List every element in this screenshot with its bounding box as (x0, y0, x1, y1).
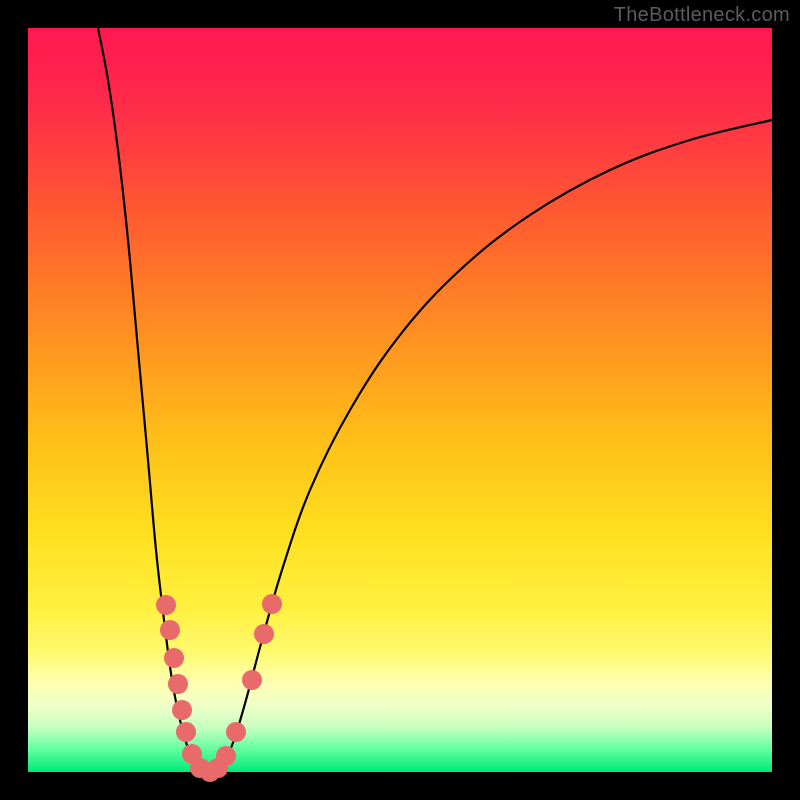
data-point (172, 700, 192, 720)
chart-container: TheBottleneck.com (0, 0, 800, 800)
data-point (160, 620, 180, 640)
bottleneck-chart (0, 0, 800, 800)
data-point (164, 648, 184, 668)
data-point (242, 670, 262, 690)
data-point (262, 594, 282, 614)
watermark-text: TheBottleneck.com (614, 4, 790, 27)
data-point (254, 624, 274, 644)
data-point (216, 746, 236, 766)
data-point (156, 595, 176, 615)
data-point (168, 674, 188, 694)
data-point (226, 722, 246, 742)
data-point (176, 722, 196, 742)
plot-background (28, 28, 772, 772)
